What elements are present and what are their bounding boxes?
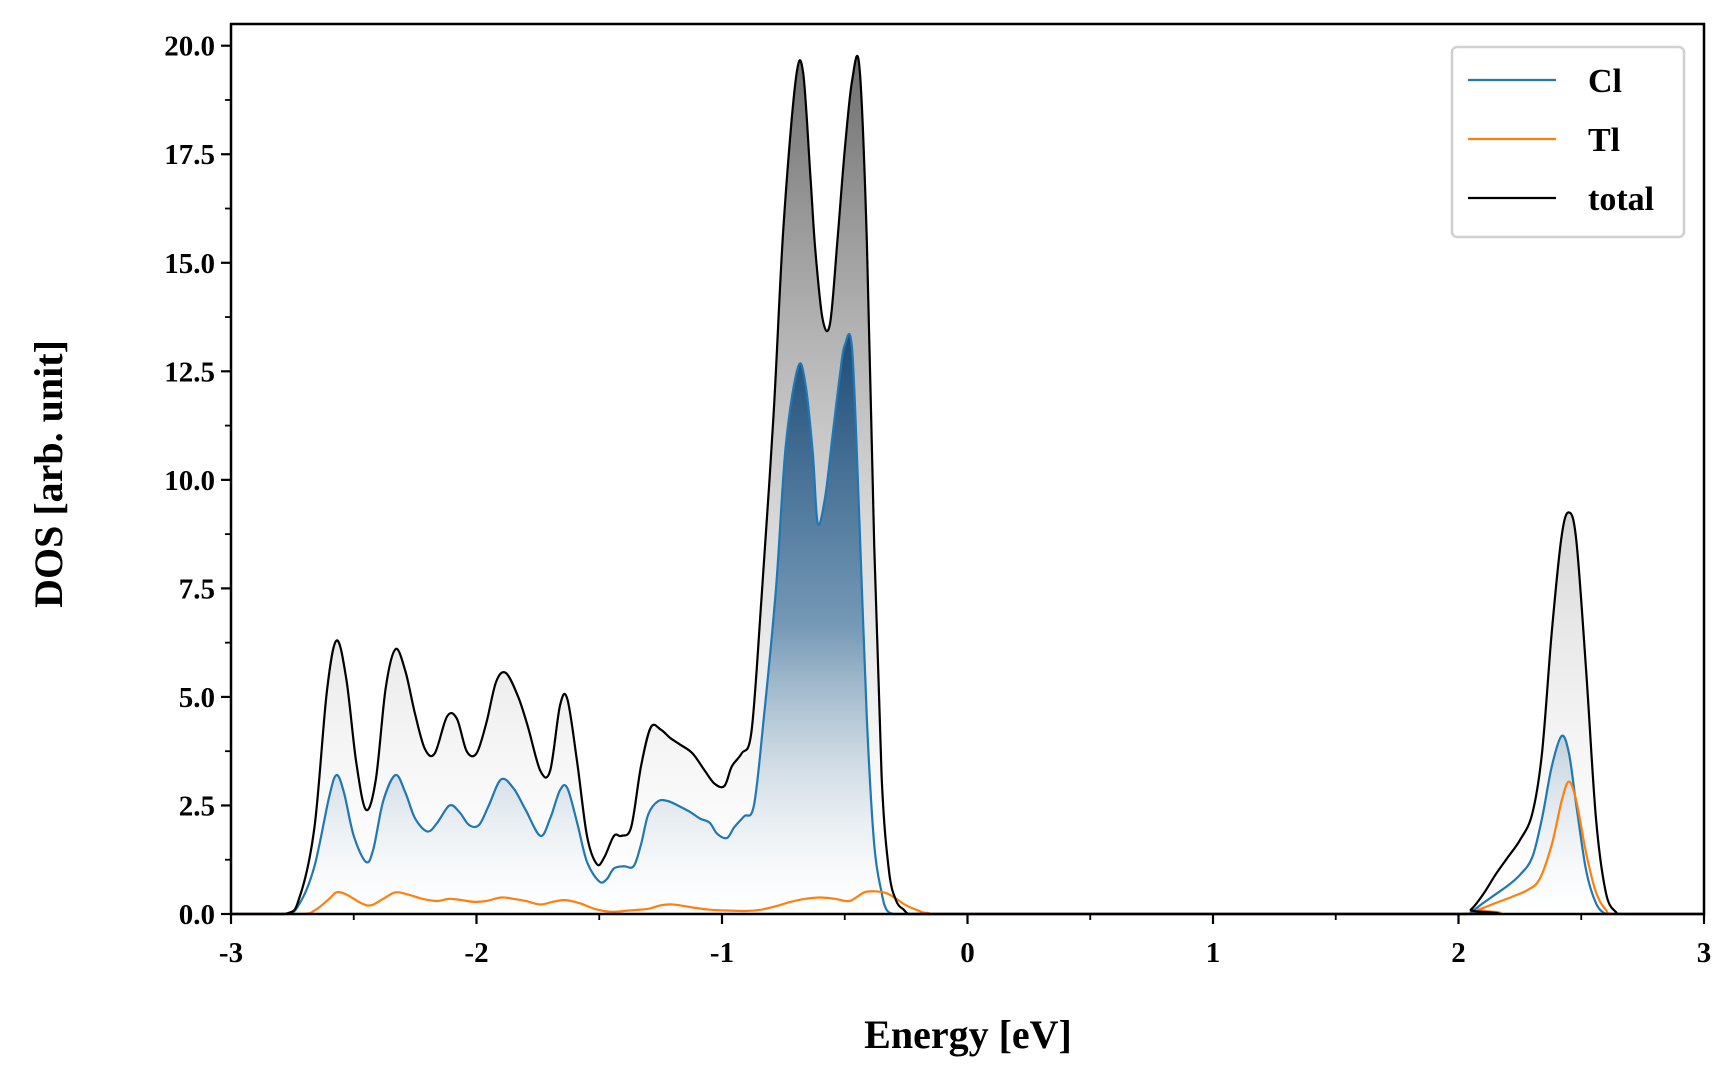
x-tick-label: 2 xyxy=(1451,937,1466,969)
legend: Cl Tl total xyxy=(1450,45,1686,239)
legend-label-tl: Tl xyxy=(1588,122,1620,159)
x-tick-label: -2 xyxy=(464,937,488,969)
y-tick-label: 17.5 xyxy=(164,139,215,171)
series-line-tl xyxy=(230,780,1704,916)
y-tick-label: 20.0 xyxy=(164,31,215,63)
y-tick-label: 15.0 xyxy=(164,248,215,280)
y-tick-label: 5.0 xyxy=(179,682,215,714)
x-tick-label: -1 xyxy=(710,937,734,969)
x-tick-label: -3 xyxy=(219,937,243,969)
y-axis-label: DOS [arb. unit] xyxy=(26,340,71,608)
y-tick-label: 0.0 xyxy=(179,899,215,931)
y-tick-label: 7.5 xyxy=(179,573,215,605)
y-tick-label: 2.5 xyxy=(179,790,215,822)
x-axis-label: Energy [eV] xyxy=(864,1012,1072,1057)
legend-box xyxy=(1450,45,1686,239)
ticks: -3 -2 -1 0 1 2 3 0.0 2.5 5.0 7.5 10.0 12.5 15.0 17.5 20… xyxy=(164,31,1711,969)
legend-label-total: total xyxy=(1588,181,1654,218)
legend-label-cl: Cl xyxy=(1588,63,1622,100)
series-line-total xyxy=(230,54,1704,916)
y-tick-label: 12.5 xyxy=(164,356,215,388)
x-tick-label: 1 xyxy=(1206,937,1221,969)
x-tick-label: 3 xyxy=(1697,937,1712,969)
x-tick-label: 0 xyxy=(960,937,975,969)
series-lines xyxy=(230,54,1704,916)
y-tick-label: 10.0 xyxy=(164,465,215,497)
area-fill-cl xyxy=(231,334,1704,914)
